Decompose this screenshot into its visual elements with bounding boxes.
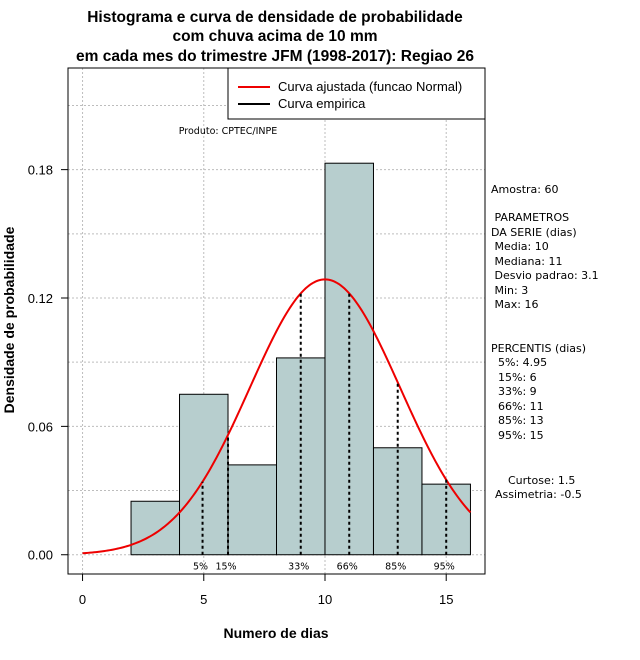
percentil-33: 33%: 9 <box>491 385 537 398</box>
histogram-bar-2 <box>227 464 277 556</box>
histogram-bar-1 <box>179 393 229 556</box>
param-mediana: Mediana: 11 <box>491 255 562 268</box>
y-tick-label-1: 0.06 <box>28 419 53 434</box>
chart-title-line-1: Histograma e curva de densidade de proba… <box>87 9 463 26</box>
y-tick-label-3: 0.18 <box>28 163 53 178</box>
percentile-labels: 5% 15% 33% 66% 85% 95% <box>193 562 455 573</box>
chart-title-line-3: em cada mes do trimestre JFM (1998-2017)… <box>76 48 474 65</box>
params-title-2: DA SERIE (dias) <box>491 226 577 239</box>
percentil-85: 85%: 13 <box>491 414 544 427</box>
curtose: Curtose: 1.5 <box>508 474 575 487</box>
y-tick-label-2: 0.12 <box>28 291 53 306</box>
legend-box <box>227 67 486 120</box>
percentile-label-1: 15% <box>215 562 236 573</box>
stats-panel: Amostra: 60 PARAMETROS DA SERIE (dias) M… <box>491 183 599 501</box>
legend-label-fitted: Curva ajustada (funcao Normal) <box>278 79 462 94</box>
percentile-label-3: 66% <box>337 562 358 573</box>
x-axis: 0 5 10 15 <box>79 573 453 607</box>
y-axis-label: Densidade de probabilidade <box>1 226 17 413</box>
assimetria: Assimetria: -0.5 <box>495 488 582 501</box>
percentile-label-5: 95% <box>434 562 455 573</box>
percentile-label-4: 85% <box>385 562 406 573</box>
percentil-95: 95%: 15 <box>491 429 544 442</box>
histogram-bar-5 <box>372 447 423 556</box>
x-tick-label-10: 10 <box>318 592 332 607</box>
y-axis: 0.00 0.06 0.12 0.18 <box>28 163 69 563</box>
param-min: Min: 3 <box>491 284 528 297</box>
sample-size: Amostra: 60 <box>491 183 558 196</box>
histogram-bar-0 <box>130 500 181 556</box>
histogram-bar-6 <box>421 483 471 556</box>
x-tick-label-0: 0 <box>79 592 86 607</box>
percentil-15: 15%: 6 <box>491 371 537 384</box>
percentile-label-0: 5% <box>193 562 208 573</box>
param-media: Media: 10 <box>491 240 549 253</box>
param-max: Max: 16 <box>491 298 538 311</box>
legend-label-empirical: Curva empirica <box>278 96 366 111</box>
chart-title-line-2: com chuva acima de 10 mm <box>172 28 377 45</box>
x-axis-label: Numero de dias <box>223 625 328 641</box>
param-desvio: Desvio padrao: 3.1 <box>491 269 599 282</box>
percentil-5: 5%: 4.95 <box>491 356 547 369</box>
x-tick-label-15: 15 <box>439 592 453 607</box>
y-tick-label-0: 0.00 <box>28 548 53 563</box>
normal-curve-group <box>82 278 472 555</box>
histogram-bars <box>130 162 471 556</box>
percentile-lines <box>201 293 448 555</box>
percentil-66: 66%: 11 <box>491 400 544 413</box>
histogram-bar-4 <box>324 162 374 556</box>
normal-curve <box>82 278 472 555</box>
product-annotation: Produto: CPTEC/INPE <box>179 126 278 137</box>
percentile-label-2: 33% <box>288 562 309 573</box>
x-tick-label-5: 5 <box>200 592 207 607</box>
params-title-1: PARAMETROS <box>491 211 569 224</box>
percentis-title: PERCENTIS (dias) <box>491 342 586 355</box>
legend: Curva ajustada (funcao Normal) Curva emp… <box>227 67 486 120</box>
